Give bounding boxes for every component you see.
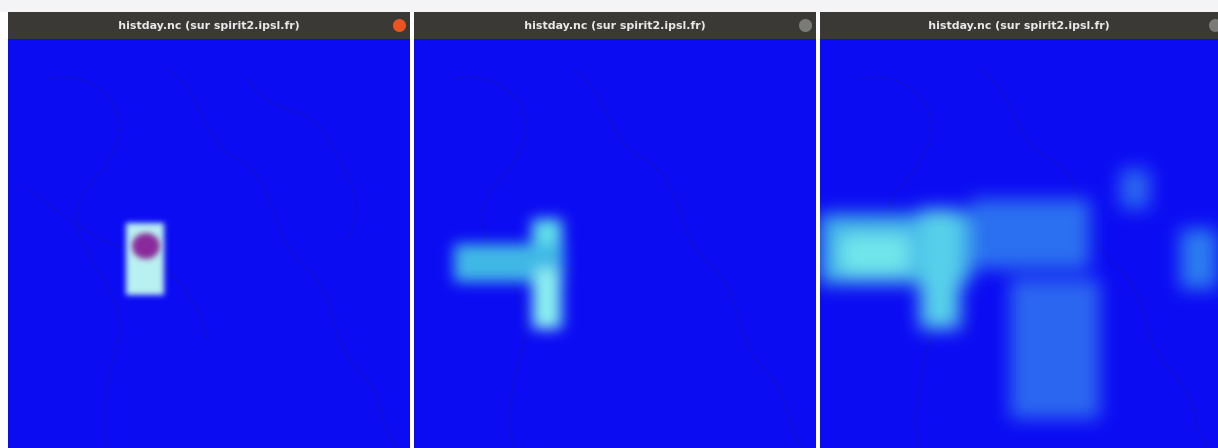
map (27, 68, 399, 448)
anomaly-blob (820, 169, 1218, 419)
close-button[interactable] (393, 19, 406, 32)
window-title: histday.nc (sur spirit2.ipsl.fr) (118, 19, 300, 32)
window-title: histday.nc (sur spirit2.ipsl.fr) (524, 19, 706, 32)
window-title: histday.nc (sur spirit2.ipsl.fr) (928, 19, 1110, 32)
map (453, 68, 805, 448)
coastlines (27, 68, 399, 448)
close-button[interactable] (1209, 19, 1218, 32)
title-bar: histday.nc (sur spirit2.ipsl.fr) (820, 12, 1218, 39)
anomaly-core (132, 233, 160, 259)
close-button[interactable] (799, 19, 812, 32)
window: histday.nc (sur spirit2.ipsl.fr) (820, 12, 1218, 448)
title-bar: histday.nc (sur spirit2.ipsl.fr) (8, 12, 410, 39)
window: histday.nc (sur spirit2.ipsl.fr) (414, 12, 816, 448)
top-strip (0, 0, 1218, 12)
anomaly-blob (454, 219, 564, 329)
map (820, 68, 1218, 448)
window: histday.nc (sur spirit2.ipsl.fr) (8, 12, 410, 448)
title-bar: histday.nc (sur spirit2.ipsl.fr) (414, 12, 816, 39)
